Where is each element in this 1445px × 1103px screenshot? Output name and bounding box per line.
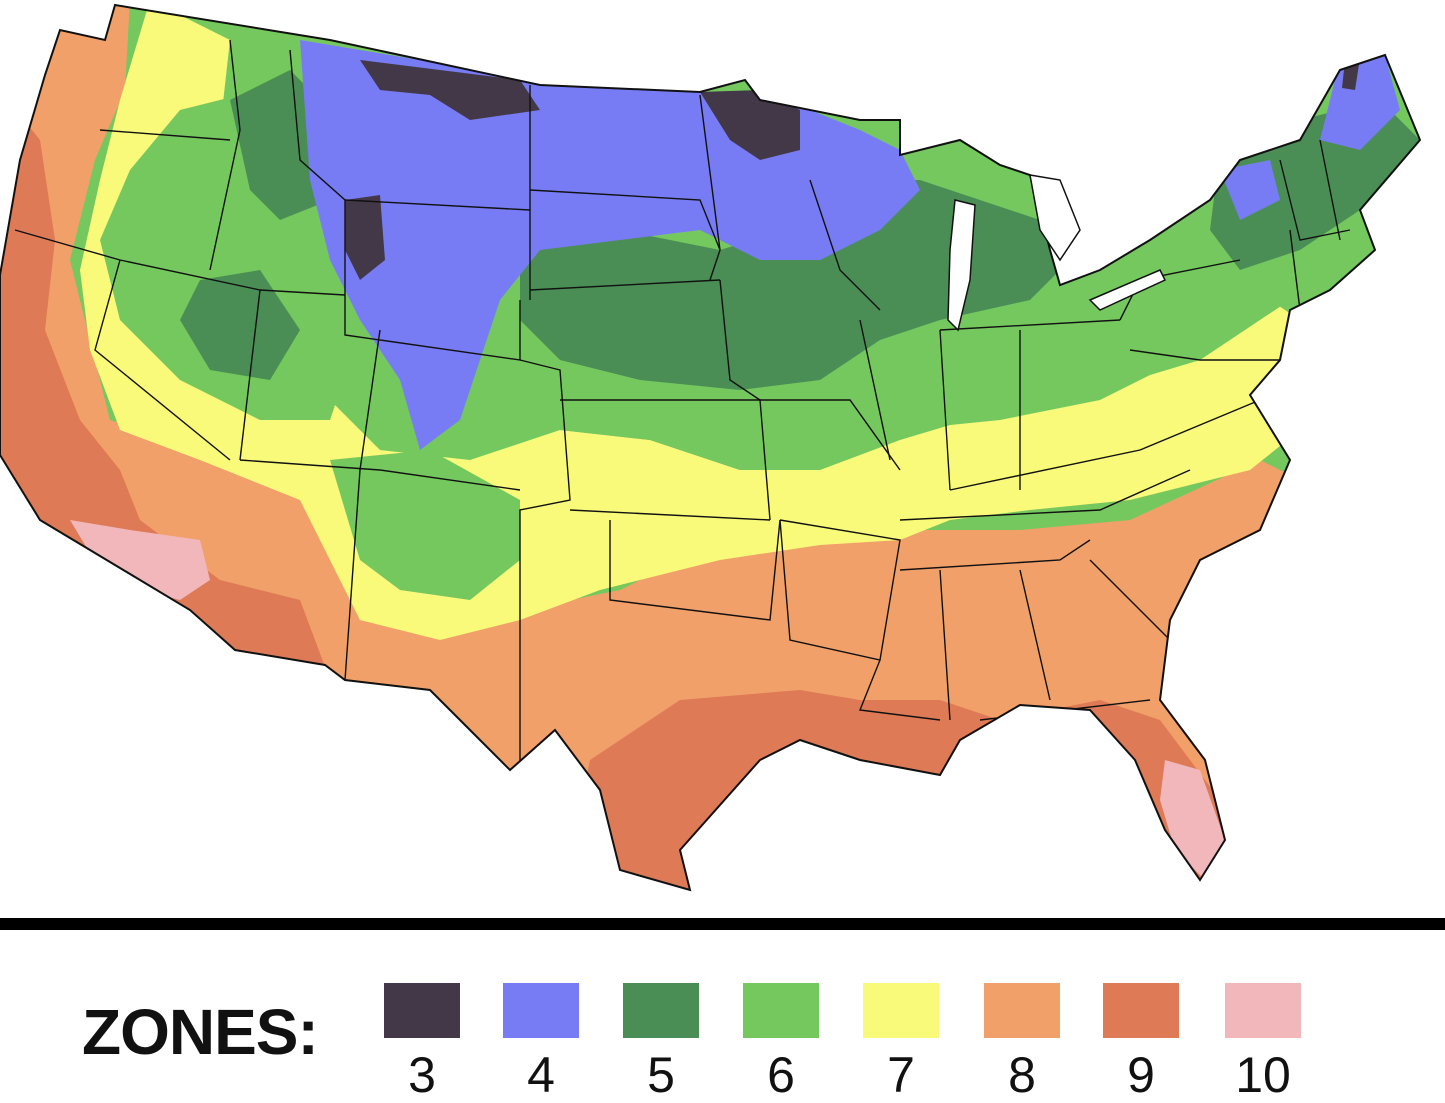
zone10-ca	[70, 520, 210, 600]
zone6-sw	[330, 450, 520, 600]
zone-10-label: 10	[1235, 1047, 1291, 1103]
zone-7-swatch	[863, 983, 939, 1038]
zone10-fl	[1160, 760, 1225, 880]
zone5-region	[520, 180, 1060, 390]
zone3-mn	[700, 90, 800, 160]
zone-5-label: 5	[647, 1047, 675, 1103]
zone-10-swatch	[1225, 983, 1301, 1038]
lake-erie	[1088, 269, 1167, 311]
zone-4-label: 4	[527, 1047, 555, 1103]
zone9-gulf	[560, 690, 1230, 890]
zone3-wy	[345, 195, 385, 280]
zone-9-label: 9	[1127, 1047, 1155, 1103]
zone5-west	[180, 270, 300, 380]
zone4-northeast	[1320, 55, 1400, 150]
zone-7-label: 7	[887, 1047, 915, 1103]
lake-michigan	[947, 199, 976, 332]
zone-6-label: 6	[767, 1047, 795, 1103]
legend-title: ZONES:	[82, 996, 319, 1068]
legend-divider	[0, 918, 1445, 930]
zone-8-swatch	[984, 983, 1060, 1038]
zone6-mid	[540, 250, 1290, 470]
zone-4-swatch	[503, 983, 579, 1038]
lake-huron	[1029, 174, 1081, 262]
zone-3-label: 3	[408, 1047, 436, 1103]
zone-6-swatch	[743, 983, 819, 1038]
zone-3-swatch	[384, 983, 460, 1038]
zone-8-label: 8	[1008, 1047, 1036, 1103]
zone3-region	[360, 60, 540, 120]
us-hardiness-zone-map	[0, 4, 1421, 891]
zone-5-swatch	[623, 983, 699, 1038]
zone4-ny	[1220, 160, 1280, 220]
zone-9-swatch	[1103, 983, 1179, 1038]
